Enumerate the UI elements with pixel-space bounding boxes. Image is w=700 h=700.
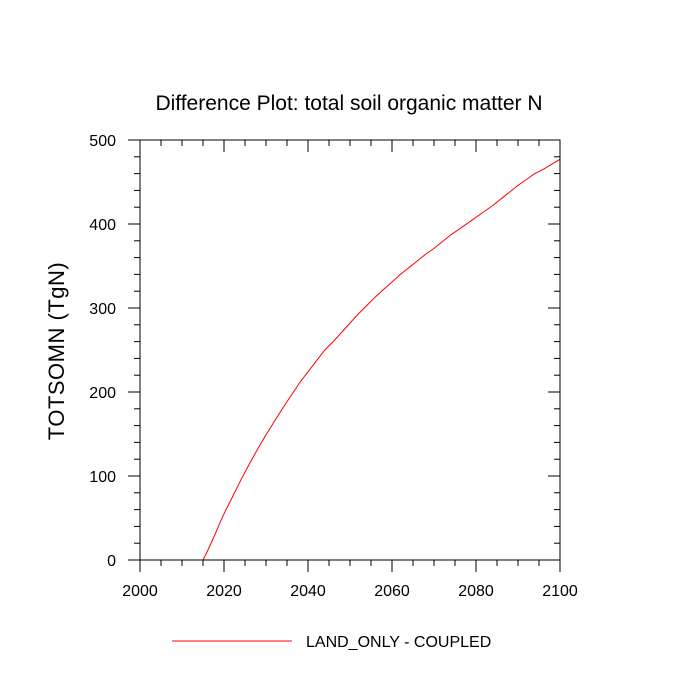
legend-label: LAND_ONLY - COUPLED — [306, 634, 491, 651]
legend: LAND_ONLY - COUPLED — [172, 634, 491, 651]
y-tick-label: 300 — [89, 301, 116, 318]
y-tick-label: 100 — [89, 469, 116, 486]
x-tick-labels: 2000 2020 2040 2060 2080 2100 — [122, 583, 578, 600]
y-tick-label: 500 — [89, 133, 116, 150]
x-tick-label: 2060 — [374, 583, 410, 600]
x-tick-label: 2020 — [206, 583, 242, 600]
y-tick-labels: 0 100 200 300 400 500 — [89, 133, 116, 570]
x-tick-label: 2080 — [458, 583, 494, 600]
x-tick-label: 2000 — [122, 583, 158, 600]
y-axis-label: TOTSOMN (TgN) — [44, 262, 69, 440]
x-tick-label: 2040 — [290, 583, 326, 600]
minor-ticks — [134, 140, 560, 566]
series-line — [202, 158, 561, 561]
x-tick-label: 2100 — [542, 583, 578, 600]
y-tick-label: 200 — [89, 385, 116, 402]
y-tick-label: 400 — [89, 217, 116, 234]
plot-frame — [139, 139, 561, 561]
chart-title: Difference Plot: total soil organic matt… — [155, 92, 542, 115]
series-layer — [202, 158, 561, 561]
major-ticks — [128, 139, 561, 572]
y-tick-label: 0 — [107, 553, 116, 570]
